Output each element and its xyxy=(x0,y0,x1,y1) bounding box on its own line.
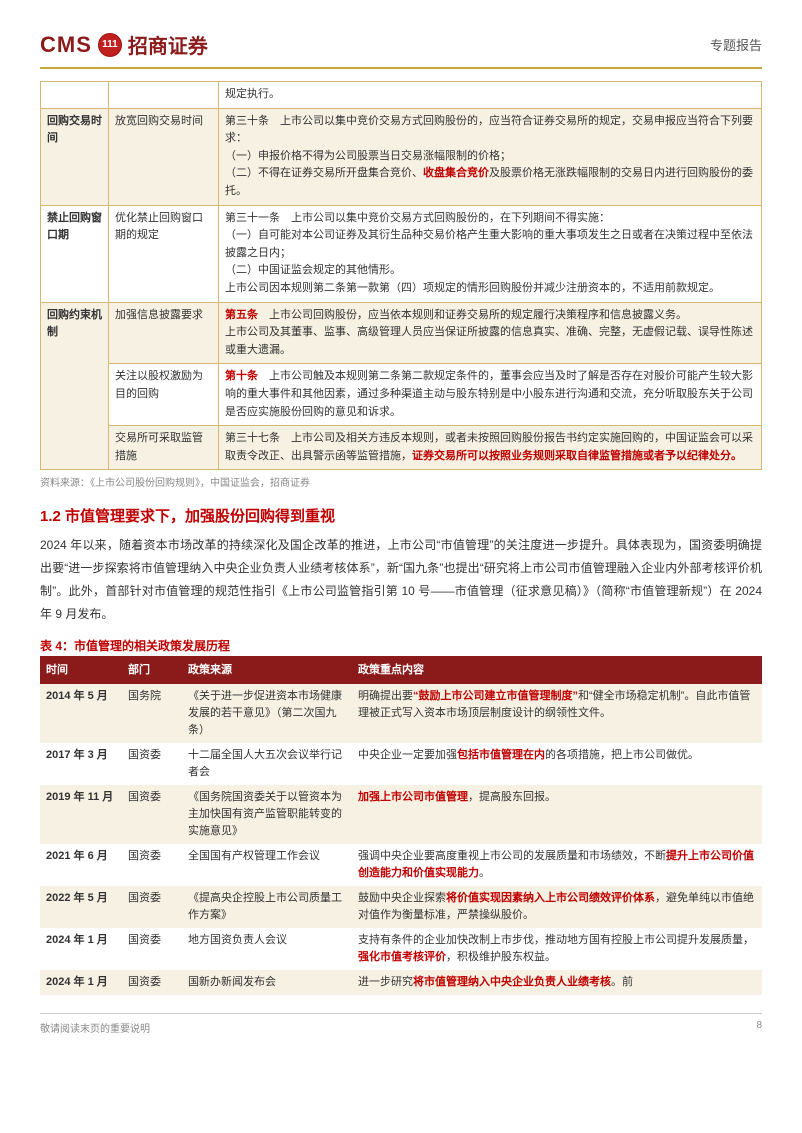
content-cell: 第三十七条 上市公司及相关方违反本规则，或者未按照回购股份报告书约定实施回购的，… xyxy=(219,426,762,470)
table-row: 2014 年 5 月国务院《关于进一步促进资本市场健康发展的若干意见》（第二次国… xyxy=(40,684,762,743)
logo-cms-text: CMS xyxy=(40,32,92,58)
table-cell: 国资委 xyxy=(122,970,182,995)
table-row: 回购约束机制加强信息披露要求第五条 上市公司回购股份，应当依本规则和证券交易所的… xyxy=(41,302,762,364)
highlighted-text: 第十条 xyxy=(225,370,258,382)
category-cell: 回购约束机制 xyxy=(41,302,109,470)
table-cell: 国资委 xyxy=(122,886,182,928)
table-cell: 《关于进一步促进资本市场健康发展的若干意见》（第二次国九条） xyxy=(182,684,352,743)
table-cell: 全国国有产权管理工作会议 xyxy=(182,844,352,886)
subcategory-cell: 加强信息披露要求 xyxy=(109,302,219,364)
table-cell: 国资委 xyxy=(122,743,182,785)
table-cell: 国新办新闻发布会 xyxy=(182,970,352,995)
table-row: 交易所可采取监管措施第三十七条 上市公司及相关方违反本规则，或者未按照回购股份报… xyxy=(41,426,762,470)
subcategory-cell xyxy=(109,82,219,109)
table-row: 2024 年 1 月国资委地方国资负责人会议支持有条件的企业加快改制上市步伐，推… xyxy=(40,928,762,970)
content-cell: 第三十条 上市公司以集中竞价交易方式回购股份的，应当符合证券交易所的规定，交易申… xyxy=(219,108,762,205)
table-row: 禁止回购窗口期优化禁止回购窗口期的规定第三十一条 上市公司以集中竞价交易方式回购… xyxy=(41,205,762,302)
table-cell: 国资委 xyxy=(122,928,182,970)
table-row: 回购交易时间放宽回购交易时间第三十条 上市公司以集中竞价交易方式回购股份的，应当… xyxy=(41,108,762,205)
table-cell: 鼓励中央企业探索将价值实现因素纳入上市公司绩效评价体系，避免单纯以市值绝对值作为… xyxy=(352,886,762,928)
highlighted-text: 提升上市公司价值创造能力和价值实现能力 xyxy=(358,850,754,879)
logo-block: CMS 111 招商证券 xyxy=(40,30,208,59)
highlighted-text: 证券交易所可以按照业务规则采取自律监管措施或者予以纪律处分。 xyxy=(412,450,742,462)
table2-title: 表 4：市值管理的相关政策发展历程 xyxy=(40,637,762,654)
table-cell: 十二届全国人大五次会议举行记者会 xyxy=(182,743,352,785)
subcategory-cell: 放宽回购交易时间 xyxy=(109,108,219,205)
table-cell: 支持有条件的企业加快改制上市步伐，推动地方国有控股上市公司提升发展质量，强化市值… xyxy=(352,928,762,970)
page-header: CMS 111 招商证券 专题报告 xyxy=(40,30,762,69)
subcategory-cell: 交易所可采取监管措施 xyxy=(109,426,219,470)
highlighted-text: 将价值实现因素纳入上市公司绩效评价体系 xyxy=(446,892,655,904)
table-row: 关注以股权激励为目的回购第十条 上市公司触及本规则第二条第二款规定条件的，董事会… xyxy=(41,364,762,426)
table-cell: 2017 年 3 月 xyxy=(40,743,122,785)
table-row: 2022 年 5 月国资委《提高央企控股上市公司质量工作方案》鼓励中央企业探索将… xyxy=(40,886,762,928)
column-header: 政策来源 xyxy=(182,657,352,683)
content-cell: 第三十一条 上市公司以集中竞价交易方式回购股份的，在下列期间不得实施：（一）自可… xyxy=(219,205,762,302)
highlighted-text: 包括市值管理在内 xyxy=(457,749,545,761)
history-table: 时间部门政策来源政策重点内容 2014 年 5 月国务院《关于进一步促进资本市场… xyxy=(40,656,762,995)
table-cell: 2019 年 11 月 xyxy=(40,785,122,844)
category-cell: 禁止回购窗口期 xyxy=(41,205,109,302)
highlighted-text: 收盘集合竞价 xyxy=(423,167,489,179)
table-row: 2019 年 11 月国资委《国务院国资委关于以管资本为主加快国有资产监管职能转… xyxy=(40,785,762,844)
subcategory-cell: 关注以股权激励为目的回购 xyxy=(109,364,219,426)
table-cell: 进一步研究将市值管理纳入中央企业负责人业绩考核。前 xyxy=(352,970,762,995)
table-cell: 《提高央企控股上市公司质量工作方案》 xyxy=(182,886,352,928)
content-cell: 第十条 上市公司触及本规则第二条第二款规定条件的，董事会应当及时了解是否存在对股… xyxy=(219,364,762,426)
logo-badge-icon: 111 xyxy=(98,33,122,57)
column-header: 时间 xyxy=(40,657,122,683)
table1-source: 资料来源：《上市公司股份回购规则》，中国证监会，招商证券 xyxy=(40,474,762,489)
table-cell: 2014 年 5 月 xyxy=(40,684,122,743)
category-cell xyxy=(41,82,109,109)
table-cell: 中央企业一定要加强包括市值管理在内的各项措施，把上市公司做优。 xyxy=(352,743,762,785)
column-header: 部门 xyxy=(122,657,182,683)
table-cell: 加强上市公司市值管理，提高股东回报。 xyxy=(352,785,762,844)
table-cell: 明确提出要“鼓励上市公司建立市值管理制度”和“健全市场稳定机制”。自此市值管理被… xyxy=(352,684,762,743)
table-cell: 2022 年 5 月 xyxy=(40,886,122,928)
table-cell: 国资委 xyxy=(122,785,182,844)
document-type-label: 专题报告 xyxy=(710,35,762,54)
table-cell: 《国务院国资委关于以管资本为主加快国有资产监管职能转变的实施意见》 xyxy=(182,785,352,844)
content-cell: 规定执行。 xyxy=(219,82,762,109)
footer-page-number: 8 xyxy=(756,1020,762,1035)
policy-table: 规定执行。回购交易时间放宽回购交易时间第三十条 上市公司以集中竞价交易方式回购股… xyxy=(40,81,762,470)
highlighted-text: 将市值管理纳入中央企业负责人业绩考核 xyxy=(413,976,611,988)
table-row: 2021 年 6 月国资委全国国有产权管理工作会议强调中央企业要高度重视上市公司… xyxy=(40,844,762,886)
highlighted-text: 第五条 xyxy=(225,309,258,321)
highlighted-text: “鼓励上市公司建立市值管理制度” xyxy=(413,690,578,702)
category-cell: 回购交易时间 xyxy=(41,108,109,205)
table-row: 2024 年 1 月国资委国新办新闻发布会进一步研究将市值管理纳入中央企业负责人… xyxy=(40,970,762,995)
page-footer: 敬请阅读末页的重要说明 8 xyxy=(40,1013,762,1035)
section-paragraph: 2024 年以来，随着资本市场改革的持续深化及国企改革的推进，上市公司“市值管理… xyxy=(40,534,762,625)
table-cell: 强调中央企业要高度重视上市公司的发展质量和市场绩效，不断提升上市公司价值创造能力… xyxy=(352,844,762,886)
table-cell: 2021 年 6 月 xyxy=(40,844,122,886)
column-header: 政策重点内容 xyxy=(352,657,762,683)
section-heading: 1.2 市值管理要求下，加强股份回购得到重视 xyxy=(40,505,762,526)
subcategory-cell: 优化禁止回购窗口期的规定 xyxy=(109,205,219,302)
table-cell: 2024 年 1 月 xyxy=(40,928,122,970)
footer-note: 敬请阅读末页的重要说明 xyxy=(40,1020,150,1035)
table-cell: 2024 年 1 月 xyxy=(40,970,122,995)
table-row: 规定执行。 xyxy=(41,82,762,109)
logo-zh-text: 招商证券 xyxy=(128,30,208,59)
highlighted-text: 加强上市公司市值管理 xyxy=(358,791,468,803)
table-cell: 地方国资负责人会议 xyxy=(182,928,352,970)
highlighted-text: 强化市值考核评价 xyxy=(358,951,446,963)
table-row: 2017 年 3 月国资委十二届全国人大五次会议举行记者会中央企业一定要加强包括… xyxy=(40,743,762,785)
content-cell: 第五条 上市公司回购股份，应当依本规则和证券交易所的规定履行决策程序和信息披露义… xyxy=(219,302,762,364)
table-cell: 国资委 xyxy=(122,844,182,886)
table-cell: 国务院 xyxy=(122,684,182,743)
